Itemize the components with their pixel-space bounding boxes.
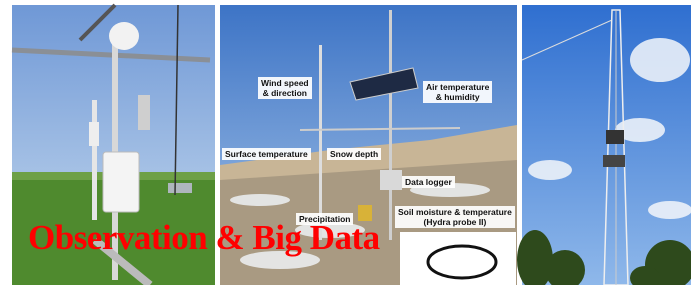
label-line: Surface temperature (225, 149, 308, 159)
sensor-label: Snow depth (327, 148, 381, 160)
label-line: & direction (261, 88, 309, 98)
sensor-label: Soil moisture & temperature(Hydra probe … (395, 206, 515, 228)
label-line: Snow depth (330, 149, 378, 159)
overlay-title: Observation & Big Data (28, 218, 380, 258)
sensor-label: Wind speed& direction (258, 77, 312, 99)
label-line: Wind speed (261, 78, 309, 88)
label-line: & humidity (426, 92, 489, 102)
photo-tower (517, 5, 691, 285)
sensor-label: Data logger (402, 176, 455, 188)
label-line: Data logger (405, 177, 452, 187)
sensor-label: Air temperature& humidity (423, 81, 492, 103)
sensor-label: Surface temperature (222, 148, 311, 160)
label-line: Air temperature (426, 82, 489, 92)
collage: Wind speed& direction Air temperature& hu… (0, 0, 691, 285)
label-line: Soil moisture & temperature (398, 207, 512, 217)
label-line: (Hydra probe II) (398, 217, 512, 227)
